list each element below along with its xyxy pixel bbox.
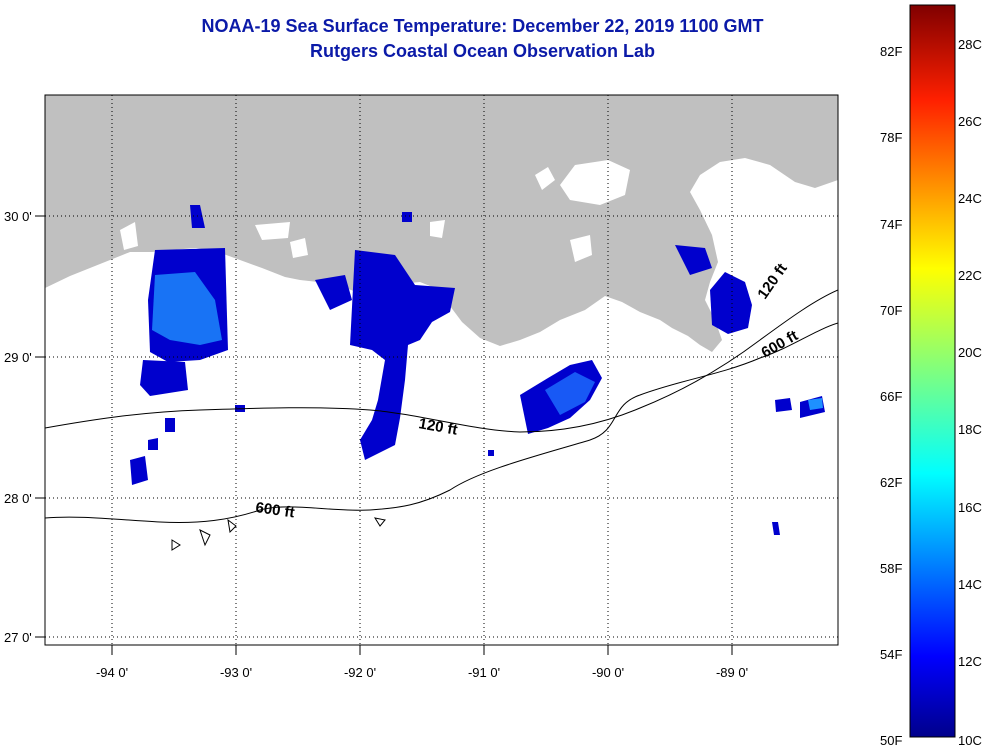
colorbar-f-labels: 82F 78F 74F 70F 66F 62F 58F 54F 50F <box>880 44 902 748</box>
svg-text:18C: 18C <box>958 422 982 437</box>
svg-text:82F: 82F <box>880 44 902 59</box>
svg-text:10C: 10C <box>958 733 982 748</box>
lat-tick-label: 30 0' <box>4 209 32 224</box>
svg-text:50F: 50F <box>880 733 902 748</box>
svg-text:78F: 78F <box>880 130 902 145</box>
graticule <box>45 95 838 645</box>
svg-text:12C: 12C <box>958 654 982 669</box>
svg-text:14C: 14C <box>958 577 982 592</box>
colorbar <box>909 4 956 738</box>
svg-text:62F: 62F <box>880 475 902 490</box>
sst-data-patches <box>130 205 825 535</box>
svg-text:26C: 26C <box>958 114 982 129</box>
tick-marks <box>35 215 733 655</box>
svg-text:24C: 24C <box>958 191 982 206</box>
svg-text:66F: 66F <box>880 389 902 404</box>
contour-120ft <box>45 289 838 433</box>
contour-fragments <box>171 517 386 551</box>
map-title: NOAA-19 Sea Surface Temperature: Decembe… <box>201 16 764 36</box>
svg-text:70F: 70F <box>880 303 902 318</box>
svg-text:20C: 20C <box>958 345 982 360</box>
svg-text:54F: 54F <box>880 647 902 662</box>
lat-tick-label: 27 0' <box>4 630 32 645</box>
lon-tick-label: -92 0' <box>344 665 376 680</box>
svg-text:74F: 74F <box>880 217 902 232</box>
inland-lakes <box>120 160 630 288</box>
svg-text:16C: 16C <box>958 500 982 515</box>
contour-label: 600 ft <box>254 499 295 521</box>
svg-text:28C: 28C <box>958 37 982 52</box>
lon-tick-label: -91 0' <box>468 665 500 680</box>
lat-tick-label: 28 0' <box>4 491 32 506</box>
svg-text:58F: 58F <box>880 561 902 576</box>
map-subtitle: Rutgers Coastal Ocean Observation Lab <box>309 41 656 61</box>
lat-tick-label: 29 0' <box>4 350 32 365</box>
lon-tick-label: -93 0' <box>220 665 252 680</box>
svg-text:22C: 22C <box>958 268 982 283</box>
lon-tick-label: -90 0' <box>592 665 624 680</box>
lon-tick-label: -89 0' <box>716 665 748 680</box>
lon-tick-label: -94 0' <box>96 665 128 680</box>
contour-600ft <box>45 322 838 523</box>
colorbar-c-labels: 28C 26C 24C 22C 20C 18C 16C 14C 12C 10C <box>958 37 982 748</box>
contour-label: 120 ft <box>417 415 459 439</box>
